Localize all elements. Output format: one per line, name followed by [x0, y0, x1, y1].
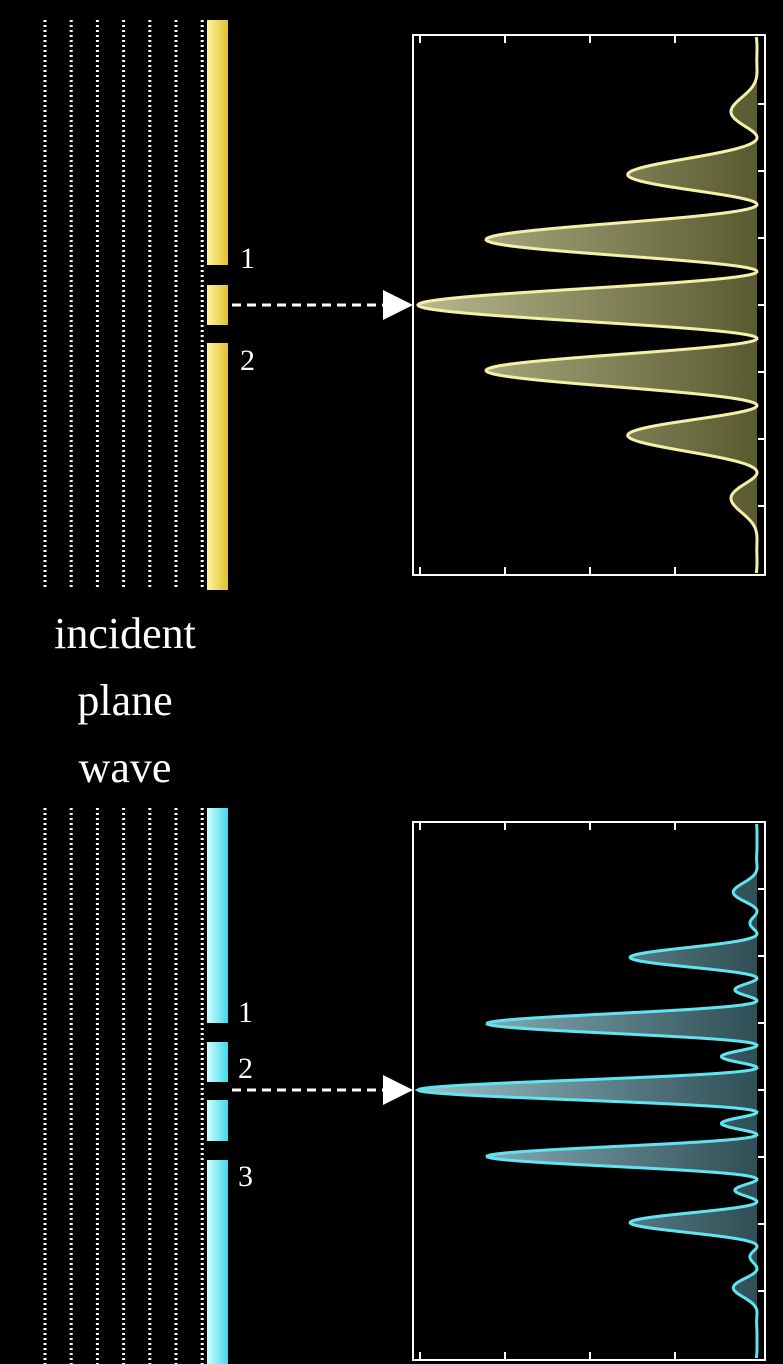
slit-label: 1	[240, 242, 255, 275]
caption-line: incident	[54, 609, 196, 658]
slit-label: 2	[238, 1052, 253, 1085]
caption-line: plane	[77, 676, 172, 725]
double-slit-barrier	[207, 20, 228, 590]
intensity-plots	[413, 35, 765, 1360]
intensity-fill	[418, 37, 757, 573]
slit-label: 1	[238, 996, 253, 1029]
intensity-fill	[418, 824, 757, 1358]
diagram: 1 2 incident plane wave 1 2 3	[0, 0, 783, 1364]
triple-slit-barrier	[207, 808, 228, 1364]
slit-label: 3	[238, 1160, 253, 1193]
slit-label: 2	[240, 344, 255, 377]
caption-line: wave	[79, 743, 172, 792]
